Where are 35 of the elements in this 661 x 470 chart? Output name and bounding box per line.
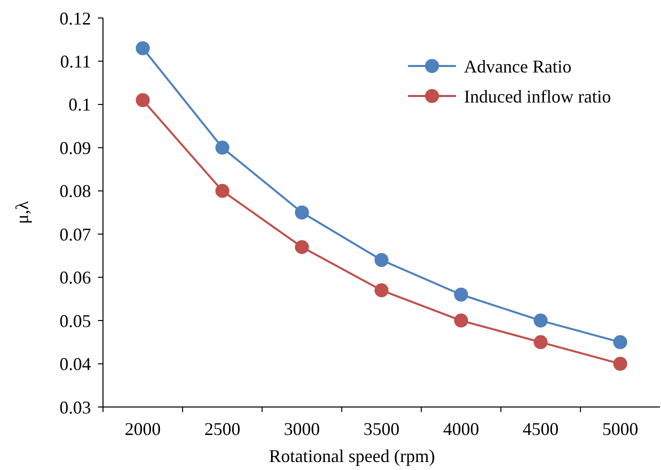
x-tick-label: 2000 — [124, 419, 161, 439]
y-tick-label: 0.09 — [60, 138, 91, 158]
point — [454, 288, 468, 302]
point — [215, 140, 230, 155]
point — [136, 41, 150, 56]
y-tick-label: 0.06 — [60, 268, 91, 288]
point — [534, 314, 548, 328]
point — [374, 253, 388, 268]
x-tick-label: 3000 — [284, 419, 320, 439]
y-tick-label: 0.03 — [60, 397, 91, 418]
legend-label: Induced inflow ratio — [464, 86, 611, 106]
x-tick-label: 5000 — [602, 419, 638, 439]
x-axis-title: Rotational speed (rpm) — [269, 446, 435, 466]
y-tick-label: 0.07 — [60, 224, 91, 244]
point — [136, 93, 150, 108]
x-tick-label: 4000 — [443, 419, 480, 439]
point — [294, 206, 309, 220]
y-tick-label: 0.1 — [68, 94, 91, 115]
y-tick-label: 0.05 — [60, 310, 91, 331]
point — [215, 184, 230, 198]
x-tick-label: 4500 — [522, 419, 559, 439]
y-tick-label: 0.08 — [60, 181, 91, 202]
y-tick-label: 0.04 — [60, 354, 91, 374]
legend-label: Advance Ratio — [464, 56, 572, 76]
x-tick-label: 2500 — [204, 419, 240, 439]
y-tick-label: 0.12 — [60, 8, 91, 28]
point — [613, 356, 628, 371]
point — [613, 335, 628, 350]
point — [294, 240, 309, 254]
y-axis-title: μ,λ — [12, 200, 32, 224]
point — [534, 335, 548, 350]
point — [374, 283, 388, 298]
y-tick-label: 0.11 — [60, 52, 91, 72]
point — [454, 314, 468, 328]
x-tick-label: 3500 — [364, 419, 400, 439]
